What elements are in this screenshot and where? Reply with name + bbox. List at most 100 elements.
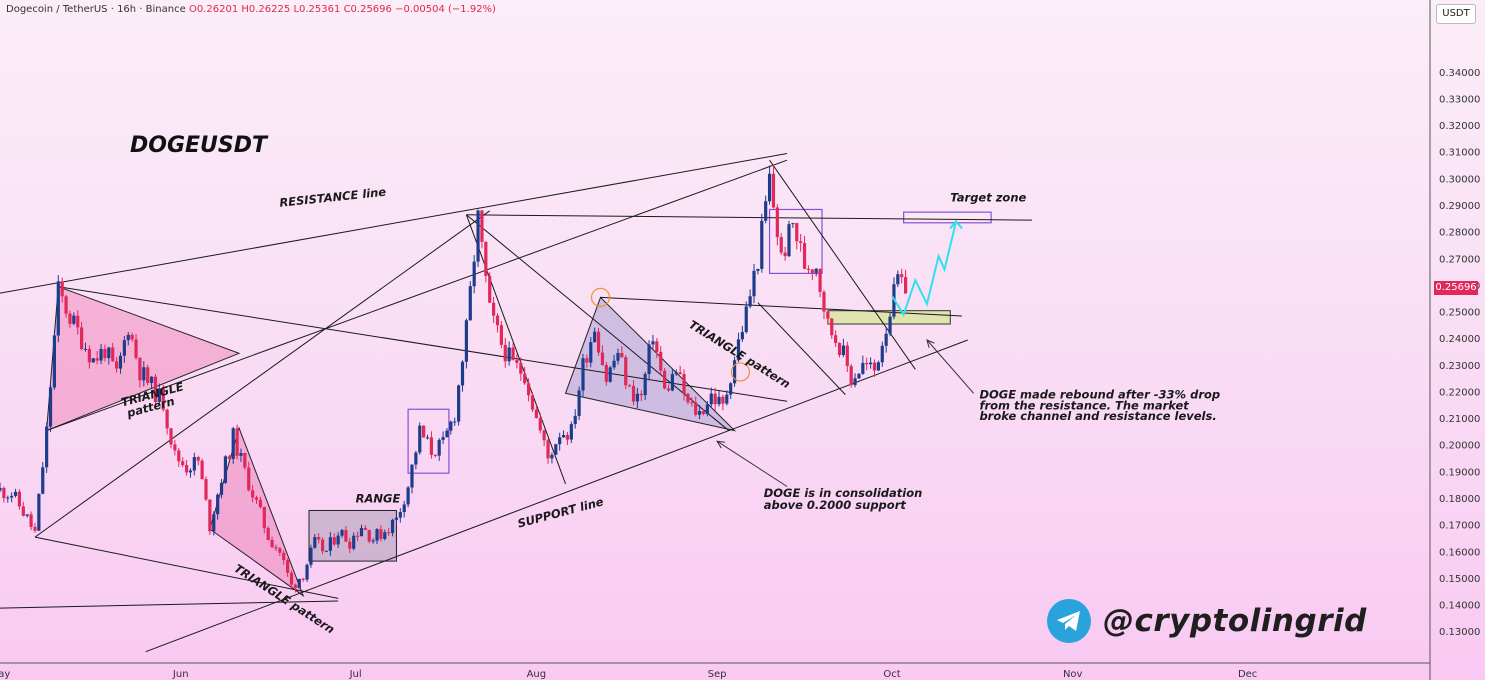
candle — [165, 408, 169, 435]
trend-line — [769, 159, 916, 370]
y-tick-label: 0.14000 — [1439, 601, 1480, 612]
candle — [387, 527, 391, 536]
candle — [589, 337, 593, 368]
candle — [243, 452, 247, 470]
candle-body — [243, 452, 247, 468]
candle — [546, 438, 550, 465]
candle — [359, 524, 364, 537]
current-price-tag: 0.25696 — [1434, 281, 1478, 295]
candle-body — [173, 444, 177, 451]
candle-body — [227, 456, 231, 460]
candle-body — [231, 428, 235, 460]
candle-body — [348, 541, 352, 549]
candle-body — [188, 470, 193, 473]
candle — [402, 500, 406, 518]
candle — [398, 508, 402, 523]
candle-body — [457, 385, 461, 422]
candle — [651, 334, 655, 351]
y-tick-label: 0.20000 — [1439, 441, 1480, 452]
candle — [99, 343, 103, 365]
candle-body — [394, 517, 399, 520]
candle — [17, 489, 22, 510]
open-value: O0.26201 — [188, 4, 239, 15]
candle — [585, 354, 589, 368]
candle-body — [900, 274, 904, 278]
candle-body — [674, 372, 678, 375]
candle-body — [620, 352, 624, 358]
x-tick-label: Jul — [349, 669, 362, 680]
candle-body — [787, 224, 791, 257]
candle — [558, 432, 562, 451]
candle-body — [830, 318, 834, 336]
candle — [686, 392, 690, 405]
candle — [884, 327, 888, 353]
candle-body — [511, 347, 515, 360]
candle-body — [235, 428, 239, 456]
candle-body — [305, 564, 309, 580]
candle — [441, 431, 445, 444]
candle-body — [666, 388, 671, 391]
candle-body — [355, 535, 360, 537]
candle-body — [418, 425, 422, 453]
candle-body — [546, 440, 550, 459]
candle — [775, 204, 779, 246]
candle — [340, 528, 344, 538]
candle — [900, 268, 904, 284]
candle-body — [383, 532, 387, 539]
candle — [857, 372, 861, 380]
candle — [756, 268, 760, 275]
candle-body — [760, 220, 764, 269]
candle-body — [515, 359, 519, 363]
candle-body — [258, 499, 263, 507]
candle-body — [56, 281, 60, 336]
candle — [694, 396, 698, 417]
candle — [810, 269, 814, 281]
candle — [344, 525, 348, 542]
candle-body — [581, 358, 585, 391]
candle-body — [822, 291, 826, 312]
projection-arrowhead — [949, 219, 963, 230]
currency-button[interactable]: USDT — [1436, 4, 1476, 24]
candle-body — [320, 539, 325, 552]
candle — [184, 459, 189, 476]
x-tick-label: Oct — [883, 669, 900, 680]
candle — [410, 464, 414, 494]
candle — [678, 365, 682, 375]
candle — [888, 313, 892, 337]
candle-body — [274, 547, 278, 549]
candle — [643, 371, 647, 401]
y-tick-label: 0.29000 — [1439, 201, 1480, 212]
candle-body — [17, 491, 22, 507]
candle — [383, 529, 387, 541]
candle — [449, 420, 453, 435]
candle-body — [200, 460, 204, 480]
candle — [826, 310, 830, 325]
candle-body — [612, 360, 616, 368]
candle-body — [678, 372, 682, 375]
candle-body — [635, 393, 640, 402]
candle-body — [29, 514, 33, 527]
x-tick-label: May — [0, 669, 10, 680]
candle — [251, 484, 255, 503]
candle — [72, 312, 76, 326]
candle-body — [352, 535, 356, 549]
brand-watermark: @cryptolingrid — [1047, 598, 1367, 644]
candle-body — [655, 341, 659, 352]
high-value: H0.26225 — [241, 4, 291, 15]
candle — [573, 409, 577, 429]
candle-body — [313, 537, 317, 548]
candle — [806, 265, 811, 275]
candle — [729, 381, 733, 400]
candle-body — [41, 467, 45, 494]
candle — [149, 376, 154, 389]
candle-body — [336, 535, 340, 545]
candle — [453, 417, 457, 426]
candle-body — [841, 345, 846, 356]
candle — [212, 511, 216, 536]
candle — [445, 428, 449, 438]
candle — [853, 373, 857, 388]
candle-body — [21, 506, 25, 516]
candle — [107, 346, 111, 365]
candle-body — [593, 331, 597, 343]
candle — [523, 366, 527, 385]
